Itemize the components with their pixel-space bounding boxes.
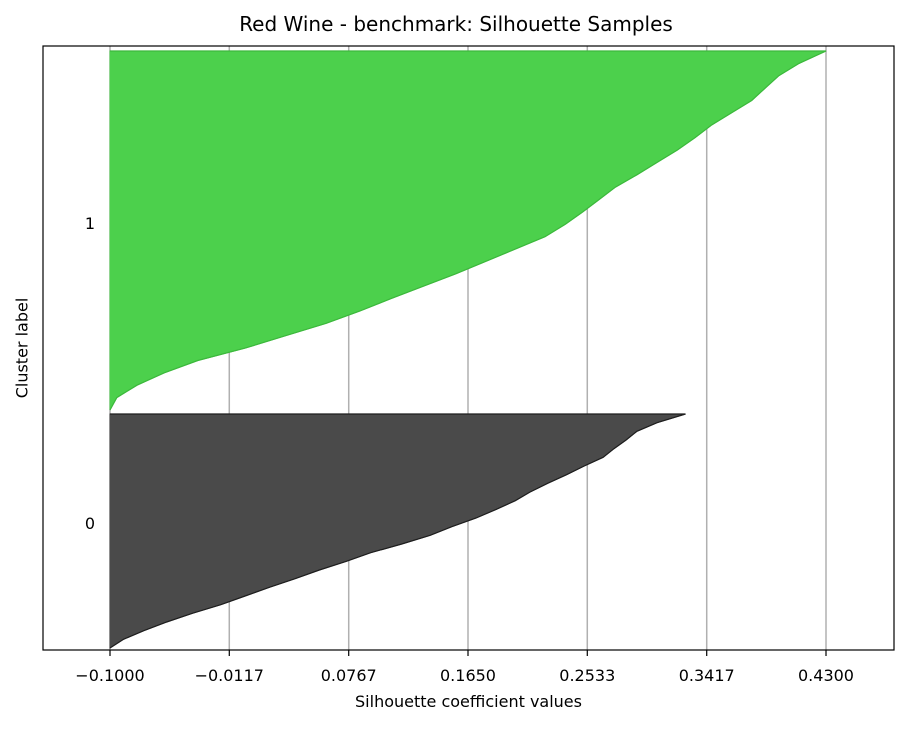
cluster-label-0: 0 (85, 514, 95, 533)
cluster-areas (109, 50, 827, 649)
cluster-label-1: 1 (85, 214, 95, 233)
x-tick-label: 0.4300 (798, 666, 854, 685)
x-tick-label: 0.0767 (321, 666, 377, 685)
cluster-1-edge (109, 50, 827, 411)
x-axis-label: Silhouette coefficient values (355, 692, 582, 711)
x-tick-label: 0.3417 (679, 666, 735, 685)
x-tick-label: −0.0117 (195, 666, 264, 685)
cluster-0-edge (109, 413, 686, 649)
chart-title: Red Wine - benchmark: Silhouette Samples (239, 12, 673, 36)
axis-ticks: −0.1000 −0.0117 0.0767 0.1650 0.2533 0.3417 0.… (75, 214, 854, 685)
x-tick-label: 0.1650 (440, 666, 496, 685)
y-axis-label: Cluster label (12, 297, 32, 399)
x-tick-label: 0.2533 (559, 666, 615, 685)
x-tick-label: −0.1000 (75, 666, 144, 685)
